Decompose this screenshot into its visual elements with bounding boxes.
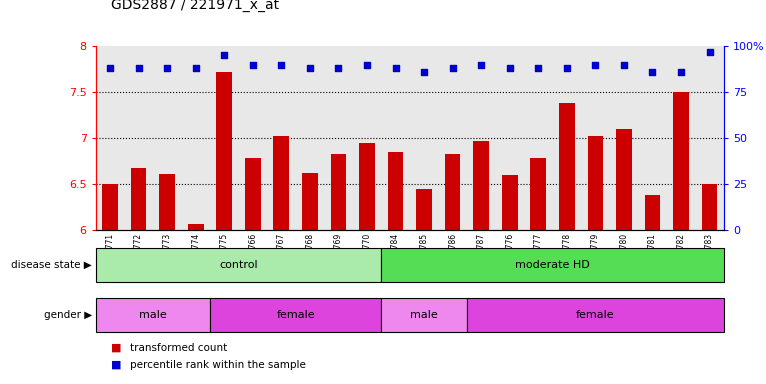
Bar xyxy=(673,92,689,230)
Bar xyxy=(445,154,460,230)
Point xyxy=(104,65,116,71)
Bar xyxy=(159,174,175,230)
Text: GDS2887 / 221971_x_at: GDS2887 / 221971_x_at xyxy=(111,0,279,12)
Text: control: control xyxy=(219,260,258,270)
Bar xyxy=(559,103,574,230)
Point xyxy=(447,65,459,71)
Text: disease state ▶: disease state ▶ xyxy=(11,260,92,270)
Bar xyxy=(302,173,318,230)
Point xyxy=(418,69,430,75)
Point xyxy=(332,65,345,71)
Bar xyxy=(131,168,146,230)
Bar xyxy=(359,143,375,230)
Point xyxy=(275,61,287,68)
Bar xyxy=(416,189,432,230)
Text: female: female xyxy=(576,310,614,320)
Bar xyxy=(588,136,604,230)
Bar xyxy=(331,154,346,230)
Point xyxy=(161,65,173,71)
Point xyxy=(618,61,630,68)
Bar xyxy=(502,175,518,230)
Text: moderate HD: moderate HD xyxy=(516,260,590,270)
Text: male: male xyxy=(411,310,438,320)
Point xyxy=(703,48,715,55)
Point xyxy=(503,65,516,71)
Point xyxy=(389,65,401,71)
Bar xyxy=(702,184,718,230)
Bar xyxy=(188,224,204,230)
Point xyxy=(361,61,373,68)
Bar xyxy=(245,157,260,230)
Text: transformed count: transformed count xyxy=(130,343,228,353)
Text: female: female xyxy=(277,310,315,320)
Bar xyxy=(530,157,546,230)
Bar xyxy=(473,141,489,230)
Point xyxy=(189,65,201,71)
Bar xyxy=(102,184,118,230)
Point xyxy=(475,61,487,68)
Text: gender ▶: gender ▶ xyxy=(44,310,92,320)
Point xyxy=(589,61,601,68)
Text: ■: ■ xyxy=(111,360,125,370)
Bar xyxy=(216,72,232,230)
Text: percentile rank within the sample: percentile rank within the sample xyxy=(130,360,306,370)
Point xyxy=(675,69,687,75)
Text: ■: ■ xyxy=(111,343,125,353)
Point xyxy=(133,65,145,71)
Point xyxy=(561,65,573,71)
Bar xyxy=(645,195,660,230)
Point xyxy=(647,69,659,75)
Bar xyxy=(616,129,632,230)
Point xyxy=(247,61,259,68)
Text: male: male xyxy=(139,310,167,320)
Point xyxy=(532,65,545,71)
Point xyxy=(218,52,231,58)
Bar xyxy=(273,136,290,230)
Bar xyxy=(388,152,404,230)
Point xyxy=(304,65,316,71)
